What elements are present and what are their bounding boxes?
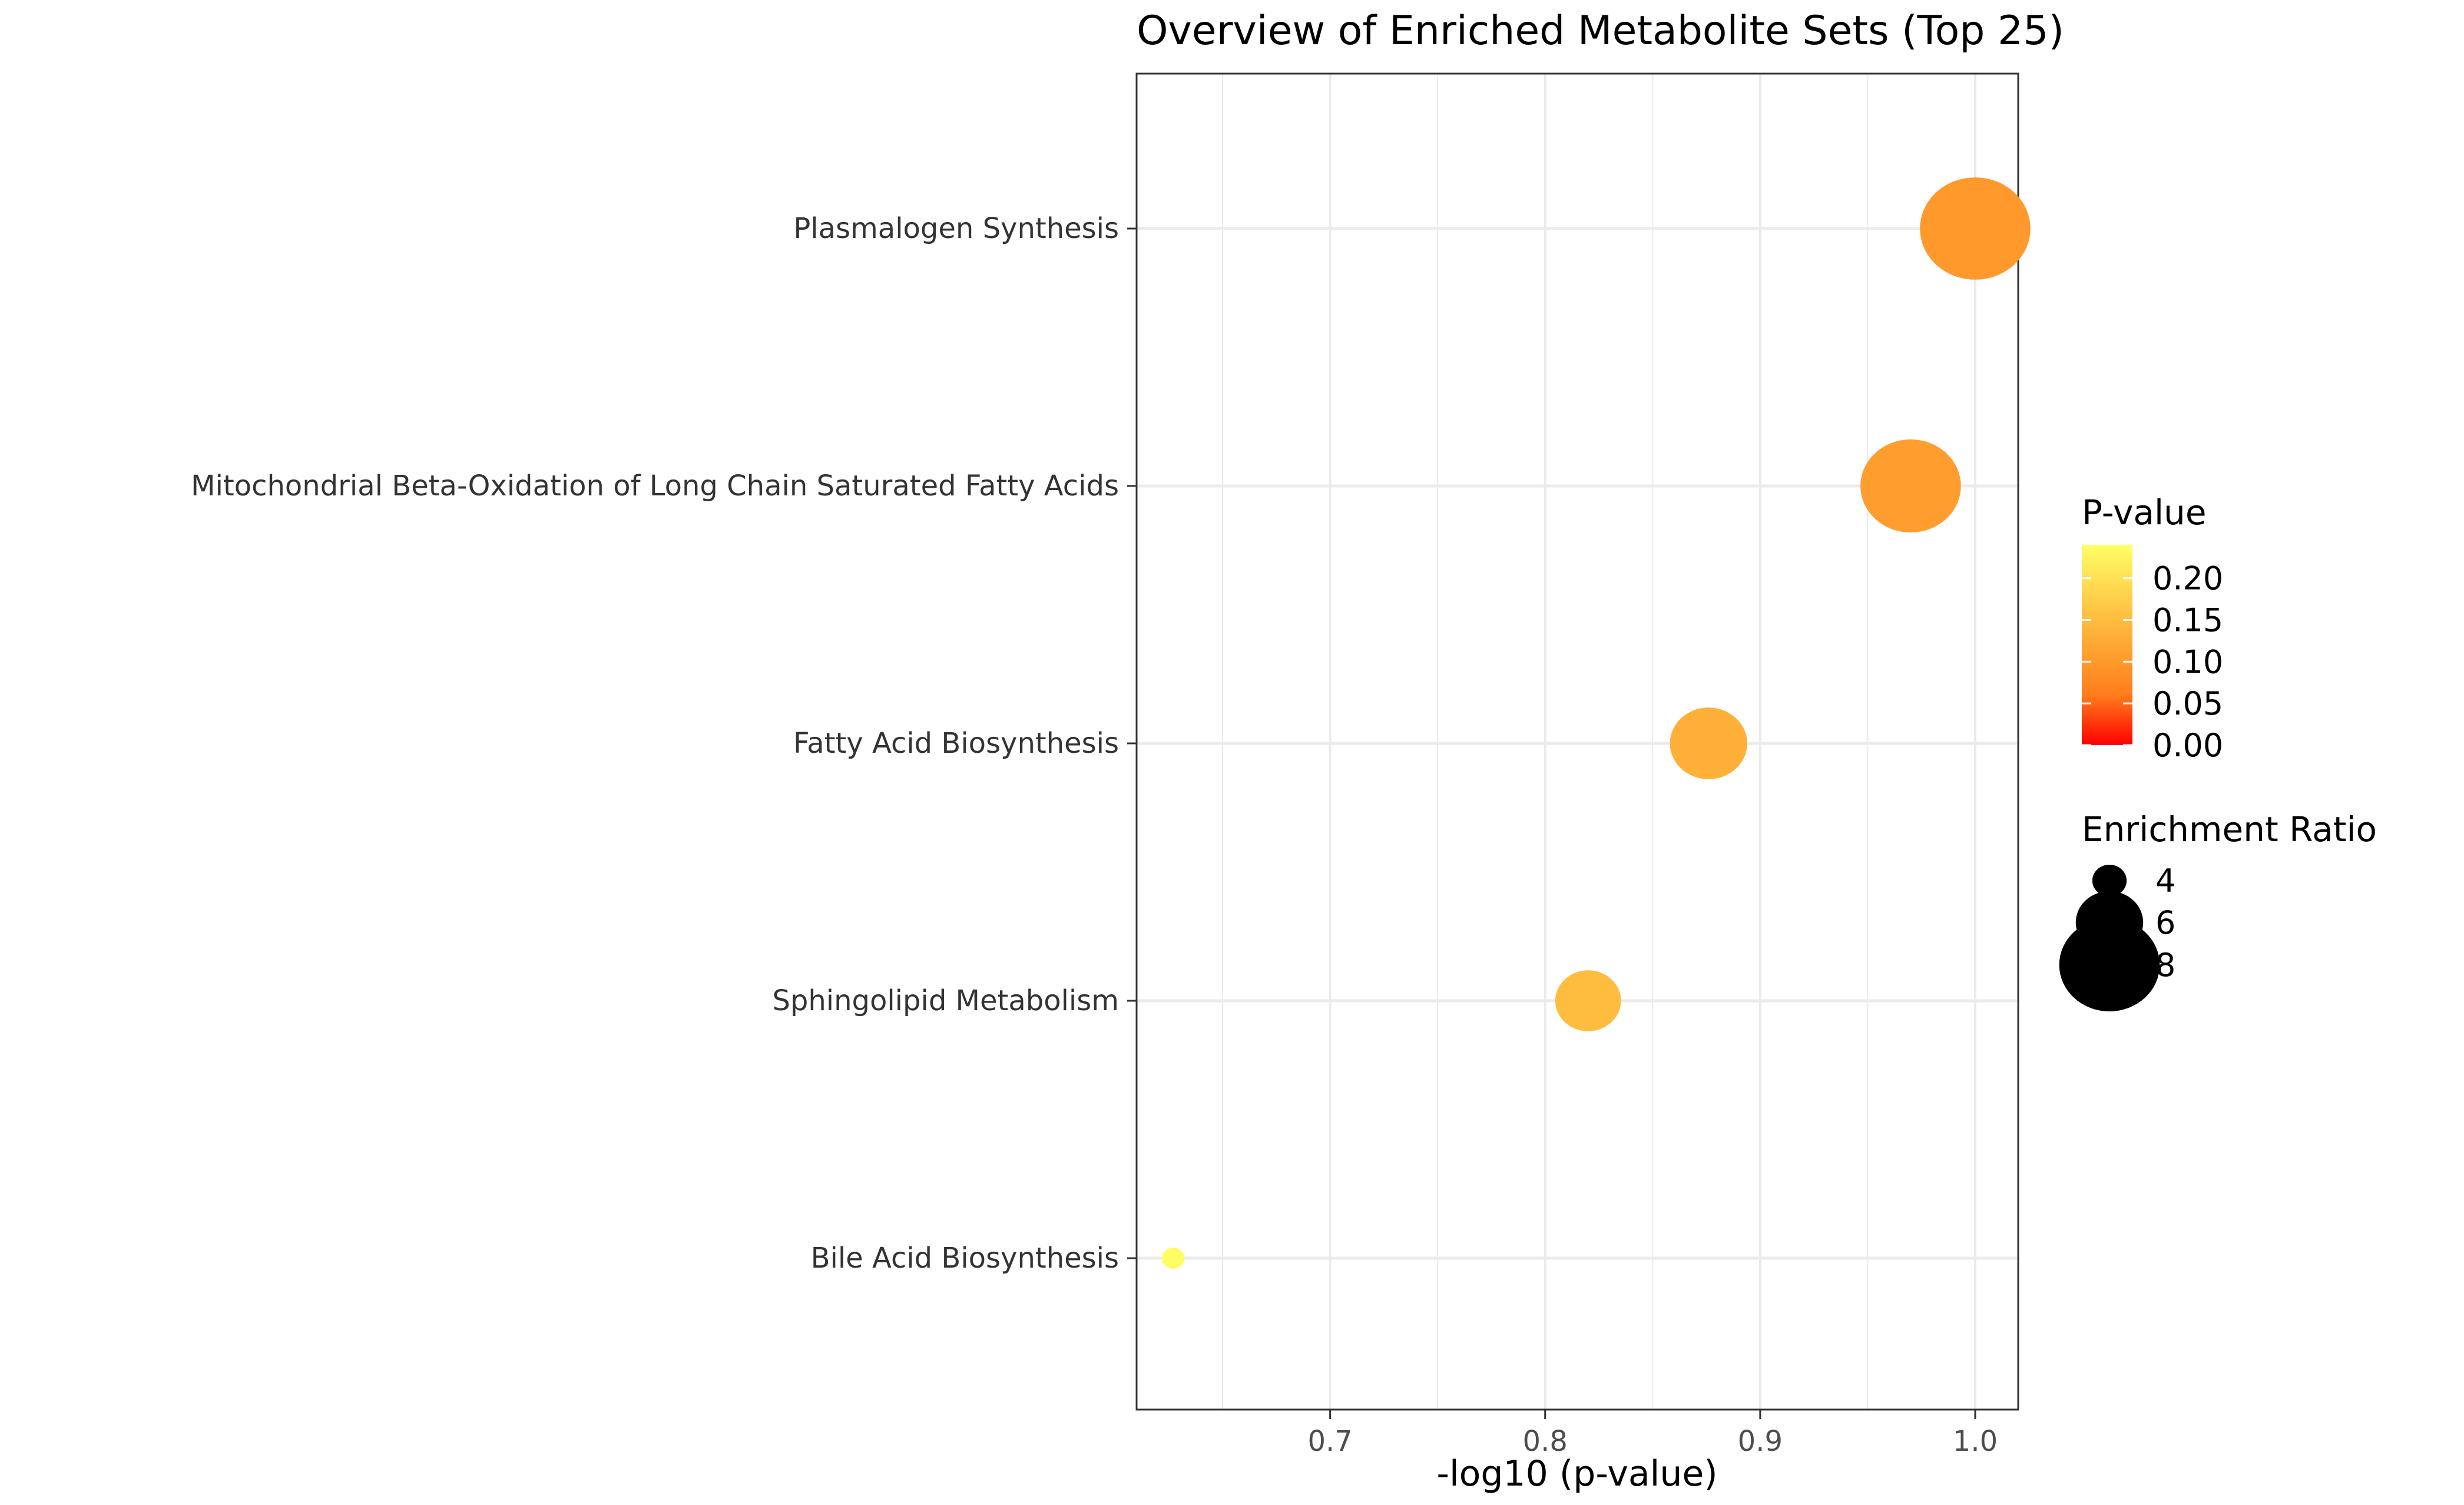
color-legend-bar (2082, 545, 2132, 745)
points-layer (1161, 177, 2031, 1269)
chart-title: Overview of Enriched Metabolite Sets (To… (1137, 8, 2064, 54)
x-tick-label: 0.8 (1523, 1425, 1568, 1458)
size-legend-label: 4 (2155, 862, 2175, 899)
grid-layer (1137, 74, 2018, 1410)
x-axis-title: -log10 (p-value) (1436, 1453, 1717, 1494)
x-tick-label: 1.0 (1953, 1425, 1998, 1458)
data-point (1860, 439, 1961, 532)
size-legend: Enrichment Ratio 4 6 8 (2059, 809, 2377, 1011)
data-point (1555, 970, 1621, 1031)
color-legend: P-value 0.20 0.15 0.10 0.05 0.00 (2082, 492, 2223, 764)
plot-panel (1135, 72, 2019, 1411)
color-legend-label: 0.05 (2152, 685, 2223, 722)
size-legend-label: 6 (2155, 904, 2175, 941)
category-label: Sphingolipid Metabolism (772, 984, 1119, 1017)
category-label: Fatty Acid Biosynthesis (793, 727, 1119, 760)
x-tick-label: 0.7 (1307, 1425, 1352, 1458)
data-point (1920, 177, 2031, 280)
x-axis-ticks: 0.7 0.8 0.9 1.0 (1307, 1410, 1998, 1458)
data-point (1161, 1248, 1185, 1269)
color-legend-ticks: 0.20 0.15 0.10 0.05 0.00 (2082, 560, 2223, 764)
size-legend-title: Enrichment Ratio (2082, 809, 2377, 849)
color-legend-label: 0.20 (2152, 560, 2223, 597)
size-legend-items: 4 6 8 (2059, 862, 2175, 1011)
size-legend-dot (2092, 865, 2127, 897)
x-tick-label: 0.9 (1738, 1425, 1783, 1458)
color-legend-label: 0.00 (2152, 727, 2223, 764)
data-point (1670, 707, 1747, 779)
color-legend-label: 0.15 (2152, 602, 2223, 639)
category-label: Mitochondrial Beta-Oxidation of Long Cha… (191, 469, 1119, 502)
size-legend-label: 8 (2155, 947, 2175, 984)
size-legend-dot (2059, 918, 2160, 1011)
color-legend-title: P-value (2082, 492, 2207, 532)
color-legend-label: 0.10 (2152, 643, 2223, 680)
category-label: Bile Acid Biosynthesis (811, 1242, 1119, 1275)
category-labels: Plasmalogen Synthesis Mitochondrial Beta-… (191, 212, 1137, 1275)
category-label: Plasmalogen Synthesis (793, 212, 1119, 245)
